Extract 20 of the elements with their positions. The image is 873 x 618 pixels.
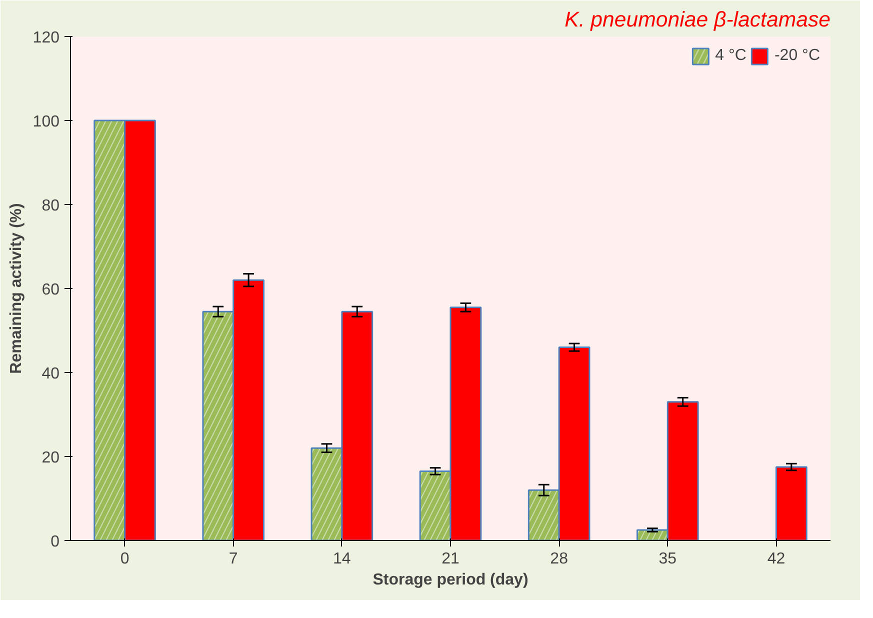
y-tick-label: 0	[50, 534, 60, 550]
x-tick-label: 7	[228, 550, 238, 568]
x-axis-title: Storage period (day)	[372, 572, 528, 588]
y-tick-label: 40	[42, 366, 60, 382]
y-tick-label: 80	[42, 198, 60, 214]
x-tick-label: 42	[767, 550, 786, 568]
x-tick-label: 28	[550, 550, 568, 568]
y-tick-label: 100	[32, 114, 60, 130]
y-tick-label: 60	[42, 282, 60, 298]
y-tick-label: 20	[42, 450, 60, 466]
legend-label: -20 °C	[774, 47, 820, 65]
x-tick-label: 14	[333, 550, 351, 568]
x-tick-label: 21	[442, 550, 460, 568]
y-axis-title: Remaining activity (%)	[8, 203, 25, 374]
bar	[775, 466, 808, 540]
legend-label: 4 °C	[715, 47, 746, 65]
chart-title: K. pneumoniae β-lactamase	[564, 8, 831, 32]
x-tick-label: 35	[658, 550, 677, 568]
y-tick-label: 120	[32, 30, 60, 46]
x-tick-label: 0	[120, 550, 130, 568]
